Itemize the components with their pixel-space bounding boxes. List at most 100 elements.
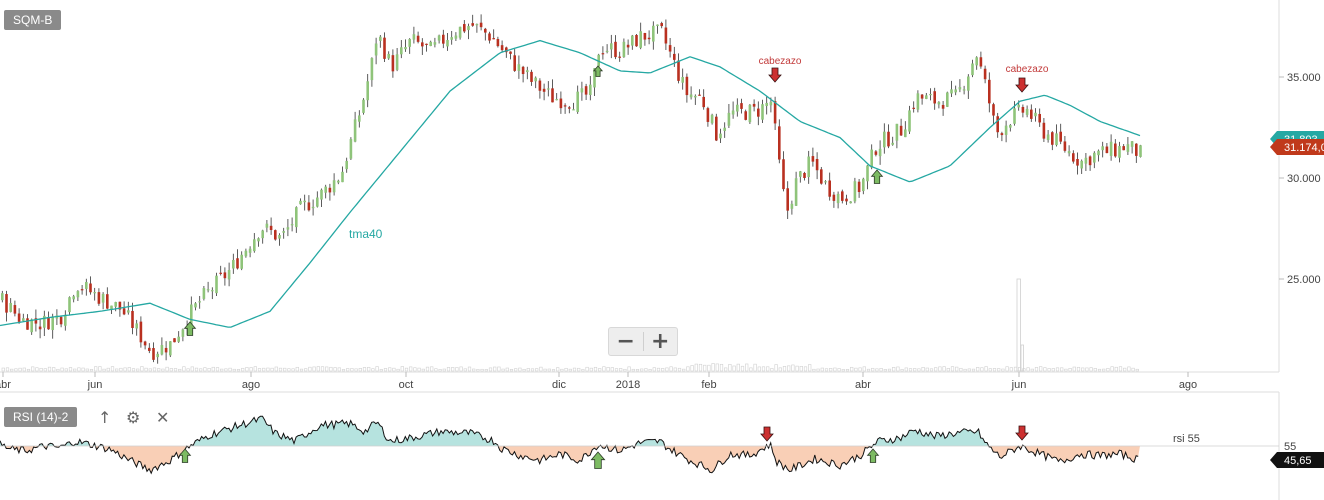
- volume-spike: [1020, 344, 1024, 372]
- y-tick-label: 25.000: [1287, 274, 1321, 286]
- grid: [0, 0, 1280, 500]
- x-tick-label: abr: [0, 379, 11, 391]
- close-icon[interactable]: ✕: [156, 408, 170, 427]
- volume-bar: [1, 367, 5, 372]
- candle-body: [215, 275, 218, 294]
- candle-body: [1080, 160, 1083, 169]
- zoom-out-button[interactable]: −: [616, 329, 635, 354]
- candle-body: [278, 235, 281, 239]
- candle-body: [647, 37, 651, 40]
- candle-body: [370, 58, 374, 81]
- candle-body: [320, 189, 323, 200]
- volume-bar: [346, 368, 350, 372]
- candle-body: [43, 315, 46, 328]
- rsi-indicator-label[interactable]: RSI (14)-2: [4, 407, 78, 427]
- candle-body: [479, 22, 483, 28]
- candle-body: [967, 76, 970, 91]
- volume-bar: [845, 369, 850, 372]
- zoom-in-button[interactable]: +: [651, 329, 670, 354]
- candle-body: [593, 68, 596, 88]
- candle-body: [610, 43, 613, 50]
- volume-bar: [652, 367, 656, 372]
- volume-bar: [220, 368, 224, 372]
- candle-body: [290, 224, 294, 226]
- volume-bar: [879, 368, 883, 372]
- volume-bar: [1001, 368, 1005, 372]
- candle-body: [374, 43, 378, 56]
- candle-body: [736, 104, 739, 112]
- volume-bar: [152, 367, 157, 372]
- candle-body: [845, 198, 848, 202]
- volume-bar: [1051, 368, 1055, 372]
- candle-body: [778, 126, 781, 160]
- volume-bar: [375, 366, 379, 372]
- volume-bar: [1081, 367, 1085, 372]
- candle-body: [131, 310, 134, 328]
- candle-body: [261, 230, 264, 239]
- volume-bar: [350, 368, 354, 372]
- volume-bar: [740, 365, 745, 372]
- candle-body: [412, 34, 416, 40]
- candle-body: [803, 172, 806, 178]
- candle-body: [698, 94, 701, 96]
- candle-body: [542, 88, 546, 92]
- candle-body: [946, 92, 949, 107]
- y-tick-label: 35.000: [1287, 72, 1321, 84]
- candle-body: [240, 254, 243, 269]
- candle-body: [190, 304, 193, 329]
- volume-bar: [115, 368, 119, 372]
- volume-bar: [266, 367, 270, 372]
- volume-bar: [619, 368, 623, 372]
- volume-bar: [476, 369, 480, 372]
- volume-bar: [299, 368, 304, 372]
- candle-body: [1034, 112, 1037, 117]
- volume-bar: [833, 367, 837, 372]
- volume-bar: [52, 367, 56, 372]
- candle-body: [223, 272, 227, 279]
- volume-bar: [253, 366, 257, 372]
- candle-body: [614, 41, 617, 58]
- y-tick-label: 30.000: [1287, 173, 1321, 185]
- volume-bar: [862, 366, 866, 372]
- volume-bar: [85, 368, 89, 372]
- candle-body: [870, 149, 873, 168]
- volume-bar: [308, 366, 312, 372]
- volume-bar: [757, 366, 761, 372]
- volume-bar: [808, 364, 812, 372]
- candle-body: [971, 63, 974, 76]
- volume-bar: [22, 367, 26, 372]
- candle-body: [836, 193, 840, 204]
- volume-bar: [1076, 366, 1081, 372]
- candle-body: [1101, 146, 1104, 151]
- candle-body: [118, 301, 122, 310]
- volume-bar: [157, 368, 161, 372]
- volume-bar: [358, 368, 362, 372]
- volume-bar: [1135, 368, 1139, 372]
- candle-body: [878, 148, 882, 157]
- volume-bar: [144, 367, 148, 372]
- candle-body: [253, 239, 256, 252]
- volume-bar: [761, 366, 766, 372]
- candle-body: [1093, 152, 1096, 163]
- candle-body: [652, 25, 655, 42]
- volume-bar: [98, 366, 102, 372]
- candle-body: [337, 180, 340, 183]
- candle-body: [299, 200, 302, 205]
- candle-body: [22, 318, 25, 321]
- volume-bar: [988, 368, 992, 372]
- candle-body: [328, 187, 332, 193]
- volume-bar: [551, 369, 556, 372]
- candle-body: [694, 95, 697, 98]
- gear-icon[interactable]: ⚙: [126, 408, 141, 427]
- candle-body: [177, 336, 180, 342]
- volume-bar: [400, 366, 404, 372]
- volume-bar: [610, 367, 614, 372]
- candle-body: [513, 55, 516, 71]
- volume-bar: [753, 363, 757, 372]
- volume-bar: [875, 368, 879, 372]
- volume-bar: [980, 367, 984, 372]
- ma-label: tma40: [349, 227, 383, 241]
- arrow-up-icon[interactable]: ↑: [98, 408, 112, 427]
- candle-body: [773, 101, 777, 124]
- volume-bar: [367, 366, 371, 372]
